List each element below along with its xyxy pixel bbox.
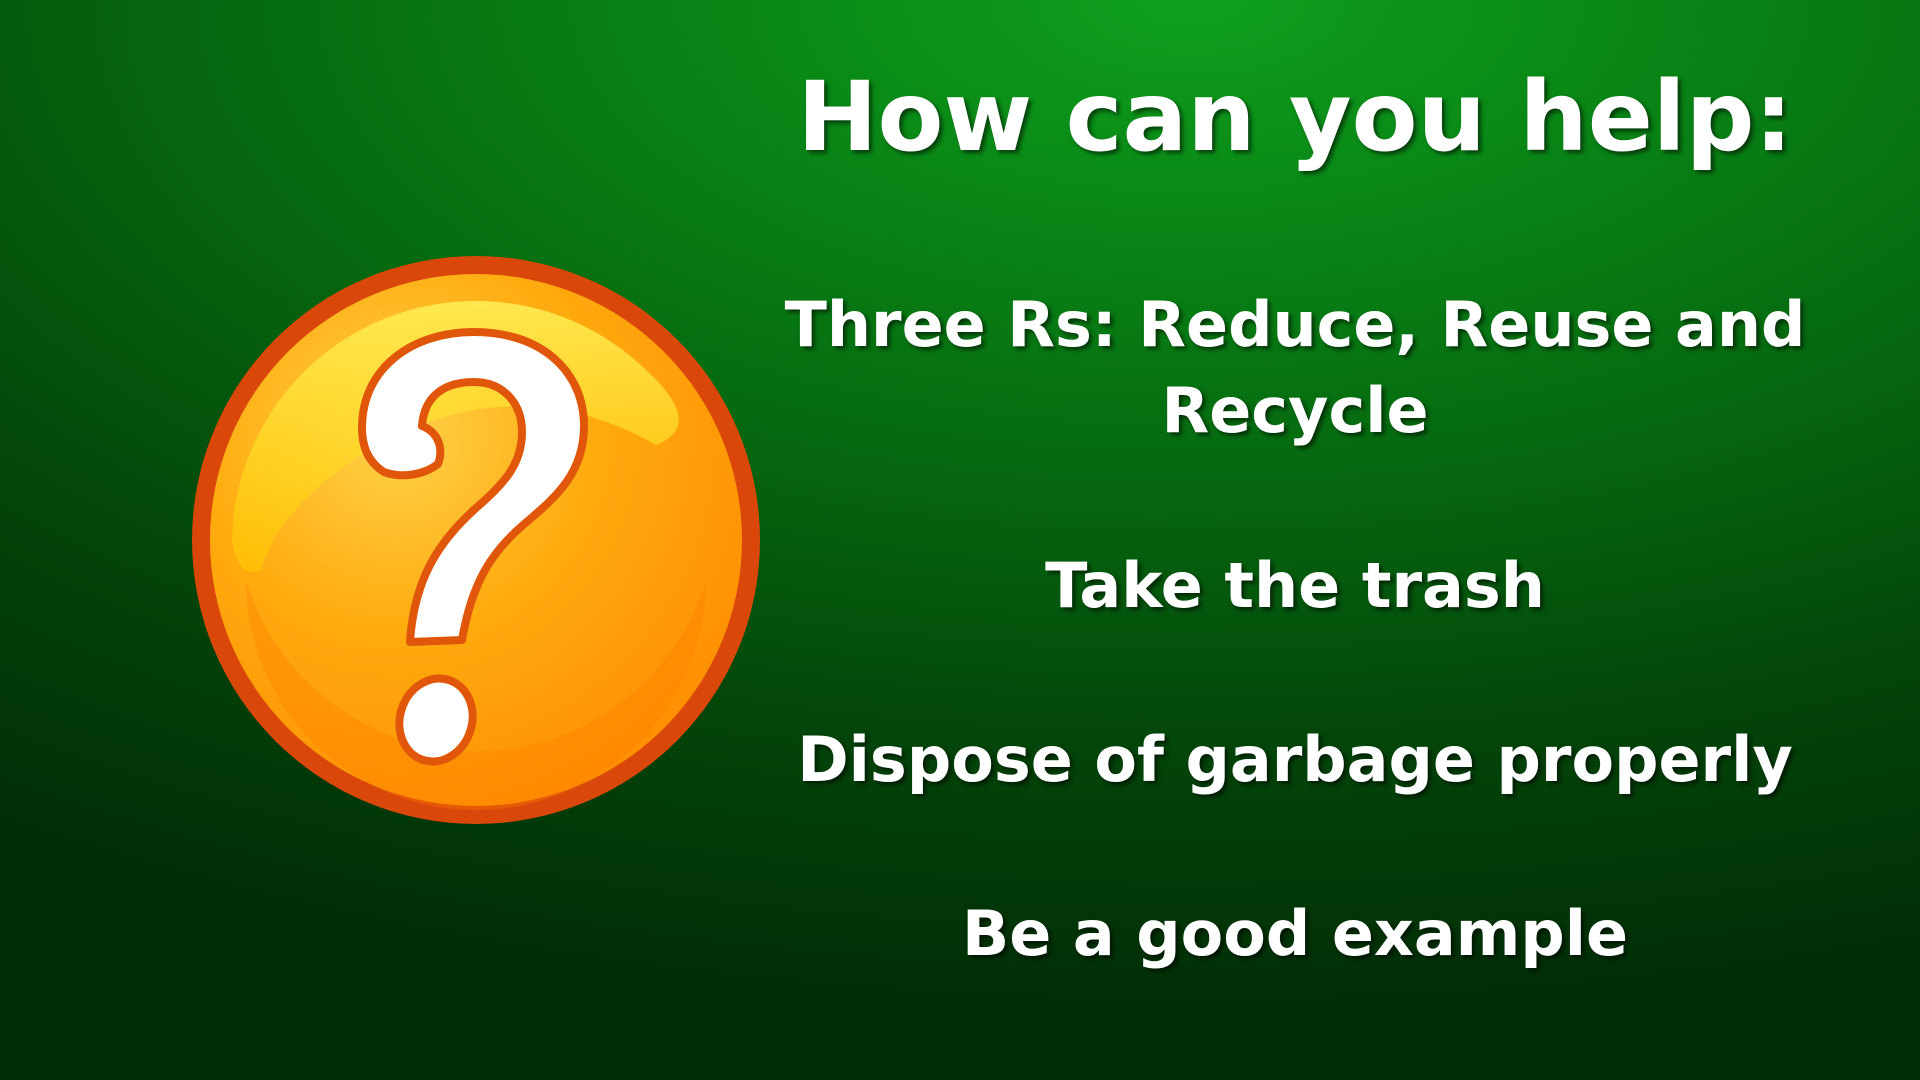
- slide-title: How can you help:: [797, 61, 1793, 173]
- list-item: Take the trash: [1045, 549, 1545, 622]
- content-column: How can you help: Three Rs: Reduce, Reus…: [760, 0, 1830, 1080]
- list-item: Dispose of garbage properly: [797, 723, 1793, 796]
- list-item: Three Rs: Reduce, Reuse and Recycle: [784, 288, 1806, 447]
- question-mark-icon: [186, 250, 766, 830]
- list-item: Be a good example: [961, 897, 1628, 970]
